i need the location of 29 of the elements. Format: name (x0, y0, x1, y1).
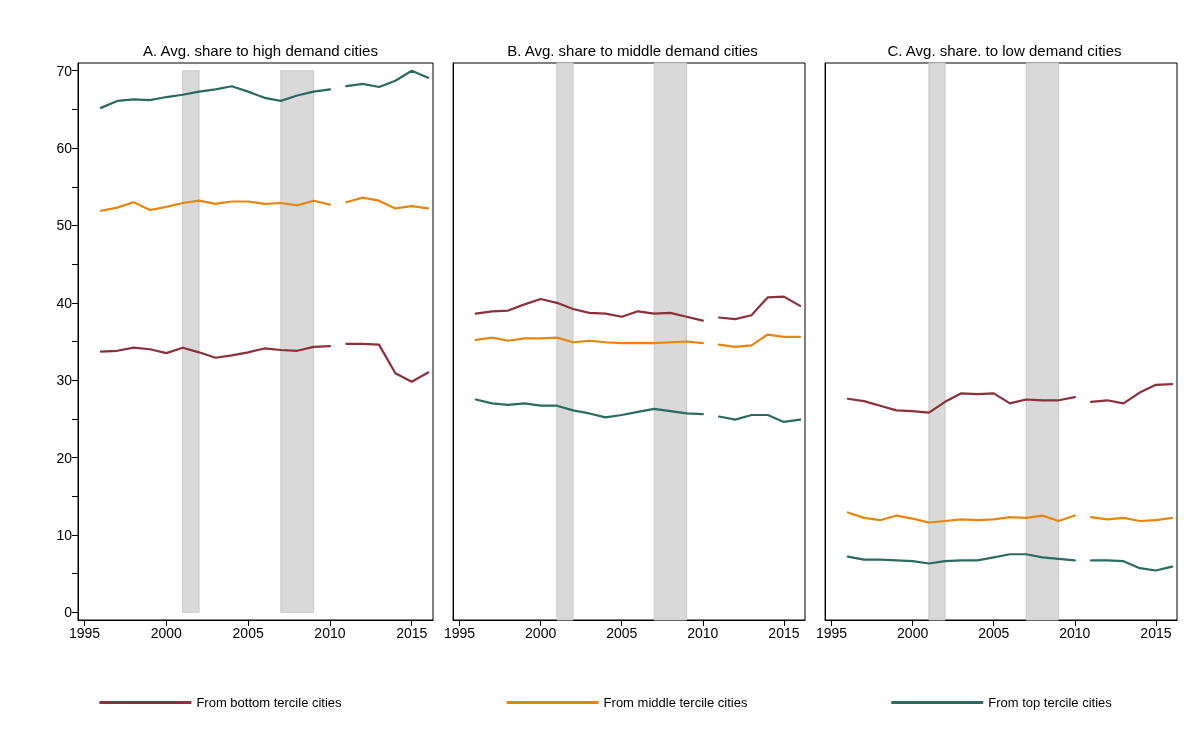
y-tick-label: 50 (56, 217, 73, 234)
x-tick-label: 1995 (815, 625, 848, 641)
x-tick-label: 2000 (525, 625, 557, 641)
x-tick-label: 2000 (897, 625, 929, 641)
chart-title: C. Avg. share. to low demand cities (887, 42, 1122, 59)
x-tick-label: 1995 (443, 625, 476, 641)
chart-title: A. Avg. share to high demand cities (143, 42, 378, 59)
x-tick-label: 2005 (978, 625, 1010, 641)
x-tick-label: 2010 (687, 625, 719, 641)
y-tick-label: 0 (64, 604, 73, 621)
x-tick-label: 2010 (1059, 625, 1091, 641)
x-tick-label: 2005 (232, 625, 264, 641)
text: From top tercile cities (988, 695, 1113, 710)
y-tick-label: 40 (56, 294, 73, 311)
chart-title: B. Avg. share to middle demand cities (507, 42, 758, 59)
x-tick-label: 2010 (314, 625, 346, 641)
y-tick-label: 70 (56, 62, 73, 79)
x-tick-label: 2015 (396, 625, 428, 641)
y-tick-label: 30 (56, 372, 73, 389)
text: From bottom tercile cities (196, 695, 343, 710)
y-tick-label: 20 (56, 449, 73, 466)
x-tick-label: 2005 (606, 625, 638, 641)
x-tick-label: 1995 (68, 625, 101, 641)
y-tick-label: 60 (56, 140, 73, 157)
text: From middle tercile cities (603, 695, 748, 710)
x-tick-label: 2000 (150, 625, 183, 641)
y-tick-label: 10 (56, 526, 73, 543)
x-tick-label: 2015 (1140, 625, 1172, 641)
x-tick-label: 2015 (768, 625, 800, 641)
